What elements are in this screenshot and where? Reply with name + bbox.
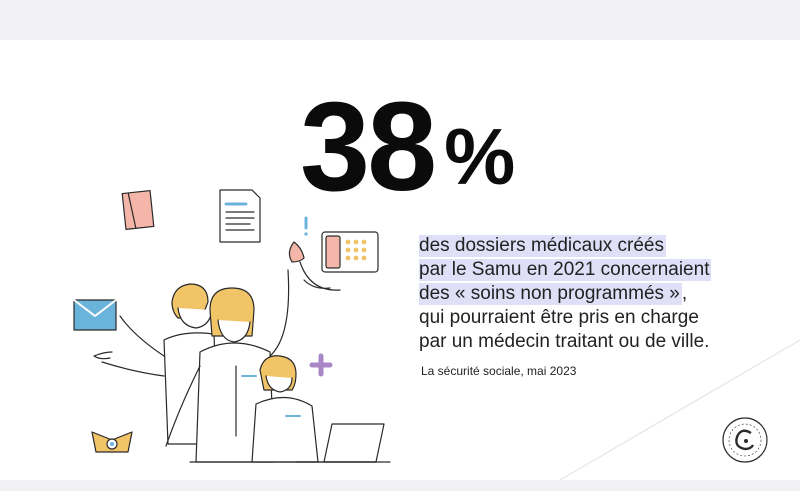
calendar-icon: [321, 231, 379, 273]
decorative-diagonal-line: [559, 339, 800, 480]
document-icon: [219, 189, 261, 243]
description-text: par le Samu en 2021 concernaient: [419, 259, 712, 281]
description-text: des dossiers médicaux créés: [419, 235, 666, 257]
big-stat: 38%: [300, 84, 515, 210]
exclamation-icon: [304, 216, 308, 236]
description-line: par le Samu en 2021 concernaient: [419, 258, 779, 282]
description-line: par un médecin traitant ou de ville.: [419, 330, 779, 354]
description-suffix: ,: [681, 283, 688, 304]
securite-sociale-logo-icon: [722, 417, 768, 463]
telephone-icon: [288, 241, 341, 291]
person-right: [251, 355, 319, 463]
description-line: des « soins non programmés »,: [419, 282, 779, 306]
description-line: qui pourraient être pris en charge: [419, 306, 779, 330]
source-citation: La sécurité sociale, mai 2023: [421, 364, 577, 378]
description-text: des « soins non programmés »: [419, 283, 682, 305]
description-text: qui pourraient être pris en charge: [419, 307, 699, 328]
illustration: [73, 189, 391, 463]
description-line: des dossiers médicaux créés: [419, 234, 779, 258]
stat-unit: %: [444, 112, 516, 201]
description-text: par un médecin traitant ou de ville.: [419, 331, 710, 352]
booklet-icon: [121, 190, 155, 230]
infographic-card: 38% des dossiers médicaux créés par le S…: [0, 40, 800, 480]
stat-description: des dossiers médicaux créés par le Samu …: [419, 234, 779, 354]
bell-icon: [91, 431, 133, 453]
envelope-icon: [73, 299, 117, 331]
plus-icon: [309, 353, 333, 377]
stat-number: 38: [300, 76, 437, 217]
